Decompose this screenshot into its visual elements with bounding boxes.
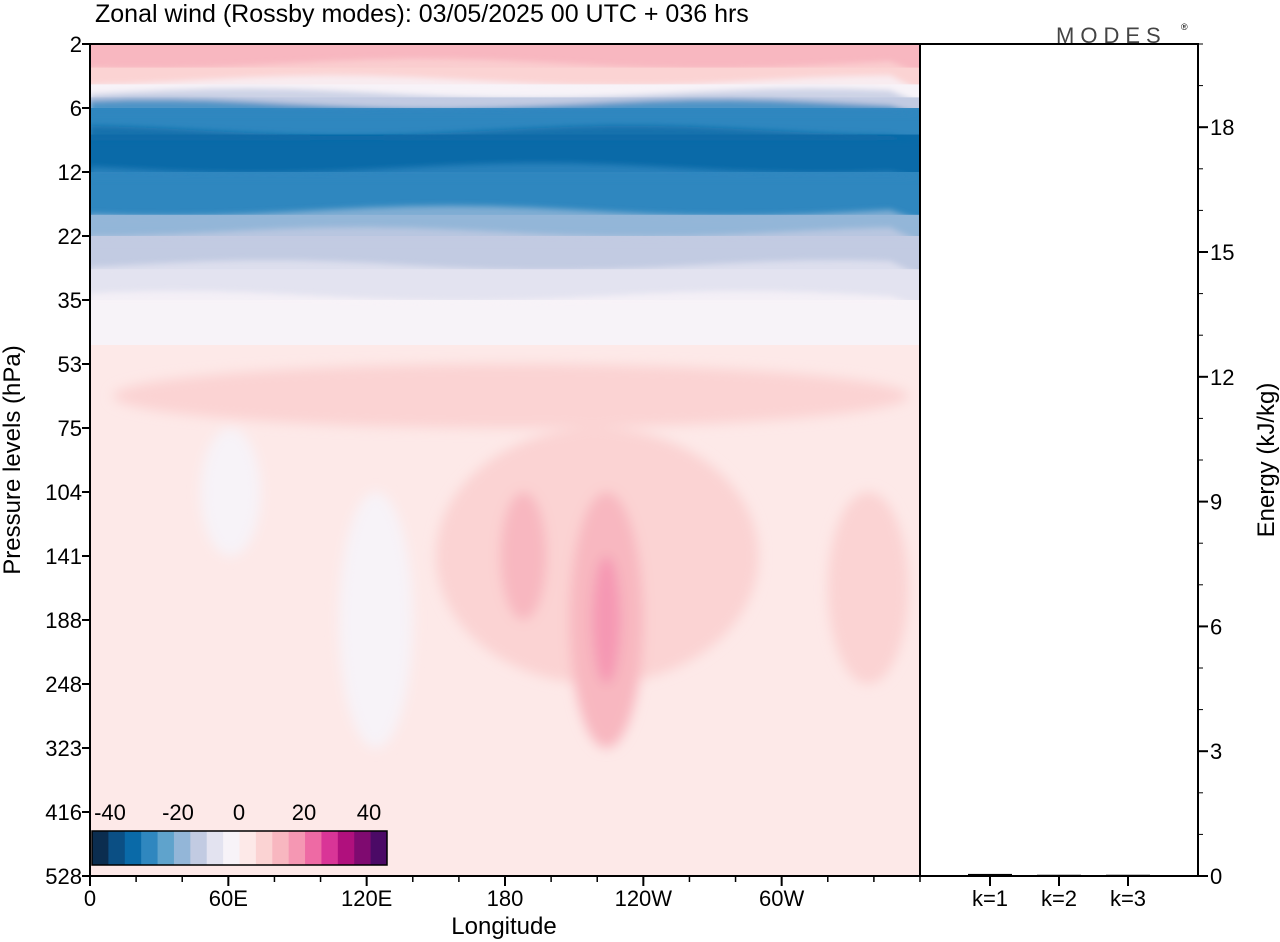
y-tick-label: 12 [58,160,82,185]
colorbar-swatch [337,831,355,865]
y-tick-label: 104 [45,480,82,505]
y-tick-label: 141 [45,544,82,569]
y-tick-label: 22 [58,224,82,249]
y-tick-label: 248 [45,672,82,697]
registered-mark: ® [1181,22,1188,32]
colorbar-swatch [190,831,208,865]
y-tick-label: 416 [45,800,82,825]
y-axis-label: Pressure levels (hPa) [0,345,26,574]
band-edge [90,291,920,306]
energy-bar [968,873,1012,876]
colorbar-swatch [255,831,273,865]
colorbar-swatch [124,831,142,865]
contour-field [90,44,920,876]
energy-tick-label: 3 [1210,739,1222,764]
x-tick-label: 180 [487,886,524,911]
energy-axes: 0 3 6 9 12 15 18 [1198,43,1234,889]
colorbar-swatch [92,831,109,865]
energy-category-label: k=1 [972,886,1008,911]
energy-tick-label: 15 [1210,240,1234,265]
colorbar-label: -40 [94,800,126,825]
contour-band [90,300,920,345]
contour-feature [200,428,261,556]
colorbar-swatch [141,831,159,865]
energy-tick-label: 6 [1210,614,1222,639]
colorbar-swatch [354,831,372,865]
colorbar-swatch [223,831,240,865]
colorbar-swatch [321,831,339,865]
contour-feature [339,492,413,748]
y-tick-label: 53 [58,352,82,377]
y-tick-label: 528 [45,864,82,889]
colorbar-label: 40 [357,800,381,825]
colorbar-swatch [239,831,257,865]
x-tick-label: 60E [209,886,248,911]
colorbar-frame [91,830,388,866]
band-edge [90,260,920,276]
x-tick-label: 0 [84,886,96,911]
colorbar-swatch [157,831,175,865]
colorbar-swatch [173,831,191,865]
energy-bar [1106,874,1150,877]
colorbar-swatch [272,831,290,865]
band-edge [90,125,920,141]
band-edge [90,227,920,242]
band-edge [90,163,920,178]
contour-feature [827,492,909,684]
y-tick-label: 323 [45,736,82,761]
energy-tick-label: 0 [1210,864,1222,889]
energy-axis-label: Energy (kJ/kg) [1253,383,1280,538]
y-tick-label: 35 [58,288,82,313]
band-transitions [90,58,920,306]
colorbar-label: 20 [292,800,316,825]
colorbar-swatch [108,831,126,865]
contour-feature [500,492,547,620]
y-tick-label: 188 [45,608,82,633]
energy-bars: k=1 k=2 k=3 [968,873,1150,911]
colorbar-label: 0 [233,800,245,825]
x-tick-label: 60W [759,886,804,911]
energy-tick-label: 9 [1210,490,1222,515]
band-edge [90,75,920,91]
x-tick-label: 120W [615,886,673,911]
x-axis-label: Longitude [451,913,556,940]
contour-feature [113,364,909,428]
colorbar: -40 -20 0 20 40 [91,800,388,866]
x-tick-label: 120E [341,886,392,911]
colorbar-swatch [288,831,306,865]
colorbar-swatch [305,831,322,865]
contour-features [113,364,909,748]
energy-tick-label: 18 [1210,115,1234,140]
colorbar-swatch [206,831,224,865]
energy-tick-label: 12 [1210,365,1234,390]
band-edge [90,99,920,114]
energy-category-label: k=3 [1110,886,1146,911]
energy-bar [1037,874,1081,877]
band-edge [90,205,920,221]
colorbar-swatch [370,831,388,865]
y-tick-label: 6 [70,96,82,121]
contour-feature [592,556,621,684]
colorbar-label: -20 [162,800,194,825]
band-edge [90,58,920,74]
y-tick-label: 75 [58,416,82,441]
energy-plot-frame [919,43,1199,877]
chart-title: Zonal wind (Rossby modes): 03/05/2025 00… [95,0,749,28]
y-tick-label: 2 [70,32,82,57]
energy-category-label: k=2 [1041,886,1077,911]
